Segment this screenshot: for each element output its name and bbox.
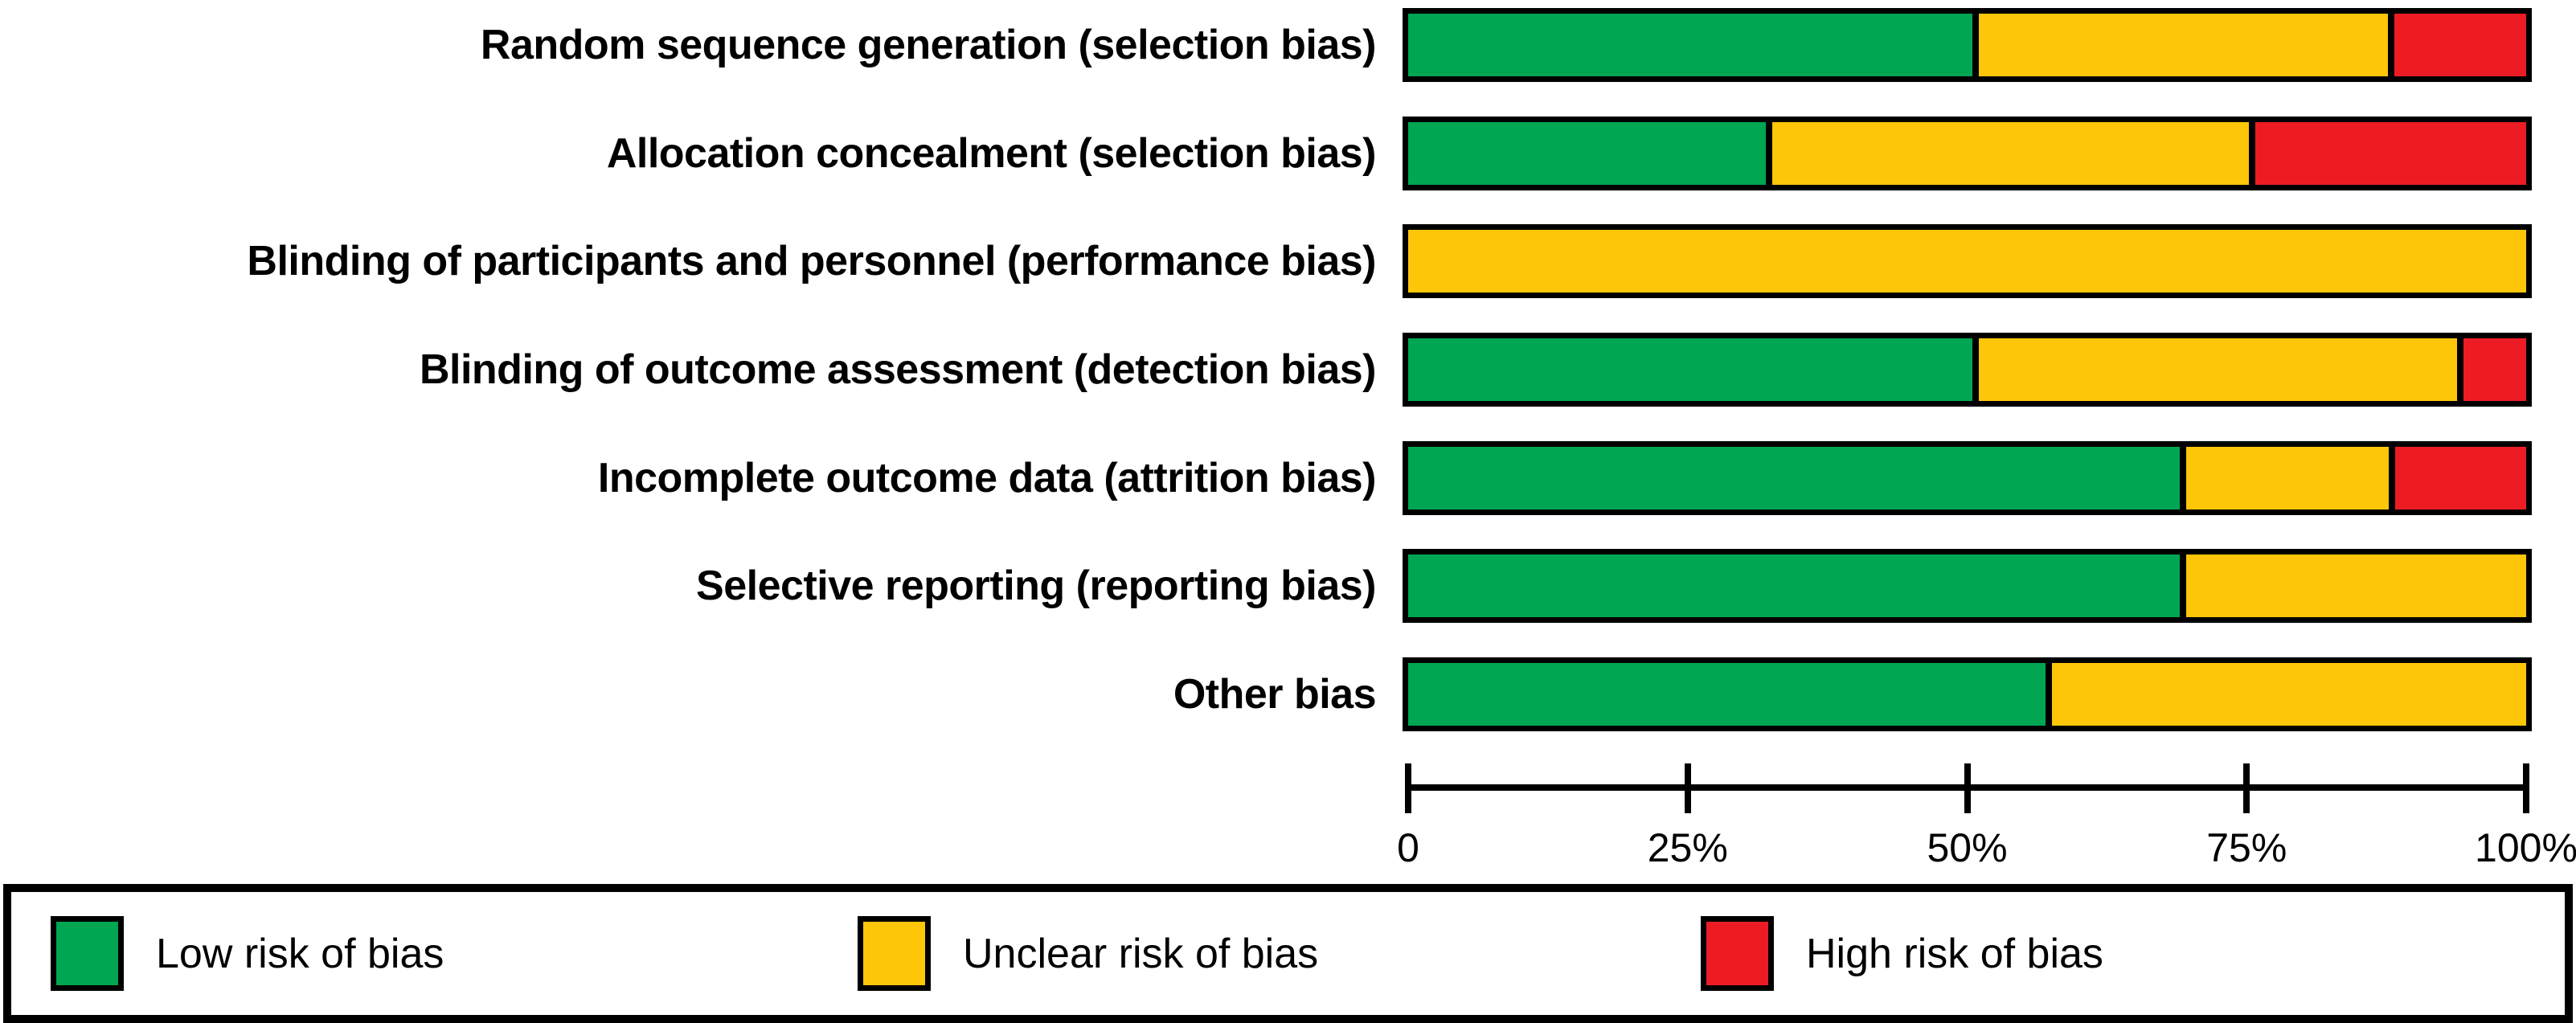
stacked-bar xyxy=(1403,657,2532,731)
legend-item-high: High risk of bias xyxy=(1701,916,2103,991)
category-label: Random sequence generation (selection bi… xyxy=(480,22,1377,68)
legend-swatch-unclear xyxy=(858,916,931,991)
chart-row: Incomplete outcome data (attrition bias) xyxy=(0,441,2576,515)
bar-segment-high xyxy=(2456,338,2526,401)
chart-row: Allocation concealment (selection bias) xyxy=(0,117,2576,190)
category-label: Blinding of outcome assessment (detectio… xyxy=(419,346,1377,393)
bar-segment-high xyxy=(2249,122,2526,185)
stacked-bar xyxy=(1403,117,2532,190)
legend-label: Unclear risk of bias xyxy=(963,930,1319,977)
legend-swatch-low xyxy=(51,916,124,991)
bar-segment-unclear xyxy=(1972,338,2457,401)
bar-segment-unclear xyxy=(2179,554,2526,617)
axis-tick xyxy=(2523,763,2529,813)
bar-segment-low xyxy=(1408,554,2180,617)
legend-label: High risk of bias xyxy=(1806,930,2103,977)
bar-segment-low xyxy=(1408,122,1767,185)
bar-segment-unclear xyxy=(2179,447,2389,509)
stacked-bar xyxy=(1403,333,2532,407)
axis-tick xyxy=(1405,763,1411,813)
bar-segment-low xyxy=(1408,447,2180,509)
legend: Low risk of bias Unclear risk of bias High… xyxy=(3,884,2573,1023)
legend-label: Low risk of bias xyxy=(156,930,444,977)
chart-row: Blinding of outcome assessment (detectio… xyxy=(0,333,2576,407)
legend-item-unclear: Unclear risk of bias xyxy=(858,916,1318,991)
stacked-bar xyxy=(1403,8,2532,82)
chart-row: Random sequence generation (selection bi… xyxy=(0,8,2576,82)
category-label: Incomplete outcome data (attrition bias) xyxy=(597,455,1377,501)
bar-segment-unclear xyxy=(2045,663,2526,726)
axis-tick-label: 0 xyxy=(1397,825,1419,870)
bar-segment-unclear xyxy=(1408,230,2526,293)
chart-row: Other bias xyxy=(0,657,2576,731)
category-label: Blinding of participants and personnel (… xyxy=(247,238,1376,284)
bar-segment-low xyxy=(1408,663,2046,726)
chart-row: Blinding of participants and personnel (… xyxy=(0,224,2576,298)
chart-row: Selective reporting (reporting bias) xyxy=(0,549,2576,623)
category-label: Allocation concealment (selection bias) xyxy=(606,130,1377,177)
axis-tick-label: 50% xyxy=(1927,825,2008,870)
legend-item-low: Low risk of bias xyxy=(51,916,444,991)
bar-segment-unclear xyxy=(1972,14,2388,76)
stacked-bar xyxy=(1403,549,2532,623)
axis-tick xyxy=(1684,763,1691,813)
axis-tick-label: 100% xyxy=(2475,825,2576,870)
axis-tick-label: 75% xyxy=(2206,825,2287,870)
bar-segment-unclear xyxy=(1766,122,2250,185)
bar-segment-high xyxy=(2388,447,2526,509)
bar-segment-low xyxy=(1408,338,1973,401)
category-label: Other bias xyxy=(1173,671,1377,718)
stacked-bar xyxy=(1403,224,2532,298)
category-label: Selective reporting (reporting bias) xyxy=(696,563,1376,609)
bar-segment-low xyxy=(1408,14,1973,76)
stacked-bar xyxy=(1403,441,2532,515)
bar-segment-high xyxy=(2387,14,2526,76)
axis-tick-label: 25% xyxy=(1647,825,1728,870)
axis-tick xyxy=(2243,763,2250,813)
legend-swatch-high xyxy=(1701,916,1774,991)
axis-tick xyxy=(1964,763,1971,813)
